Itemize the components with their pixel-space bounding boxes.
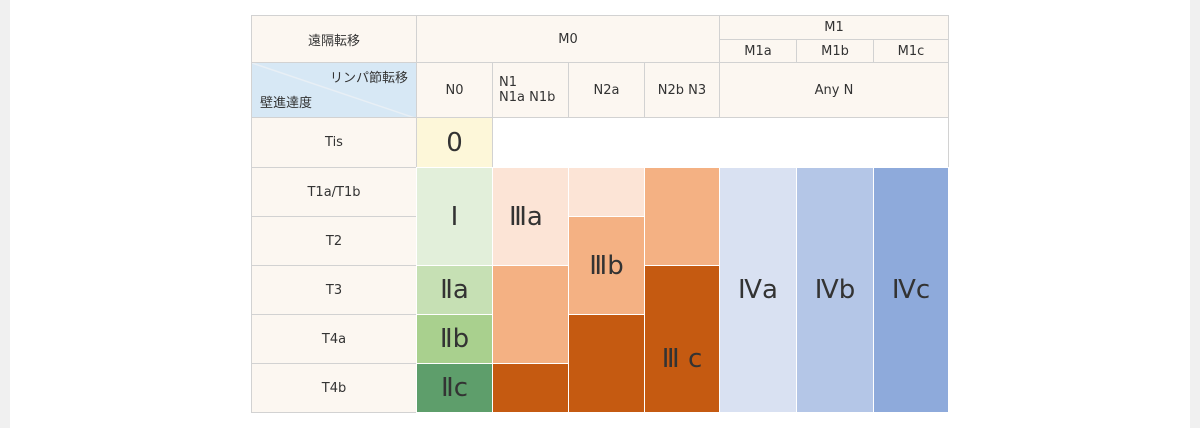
row-header-t3: T3	[251, 265, 417, 315]
canvas: 遠隔転移 M0 M1 M1a M1b M1c リンパ節転移 壁進達度 N0 N1…	[10, 0, 1190, 428]
m0-header: M0	[416, 15, 720, 63]
m1a-header: M1a	[719, 39, 797, 63]
stage-2a-cell: Ⅱa	[416, 265, 493, 315]
n2a-header: N2a	[568, 62, 645, 118]
stage-4a-cell: Ⅳa	[719, 167, 797, 413]
n2b-n3-header: N2b N3	[644, 62, 720, 118]
row-header-t4a: T4a	[251, 314, 417, 364]
row-header-t4b: T4b	[251, 363, 417, 413]
stage-3a-cell: Ⅲa	[492, 167, 569, 266]
corner-diagonal	[252, 63, 418, 119]
row-header-tis: Tis	[251, 117, 417, 168]
stage-3c-cell: Ⅲ c	[644, 265, 720, 413]
stage-3a-n2a-cell	[568, 167, 645, 217]
stage-3c-n1-cell	[492, 363, 569, 413]
stage-3b-cell: Ⅲb	[568, 216, 645, 315]
stage-4c-cell: Ⅳc	[873, 167, 949, 413]
tis-empty-cell	[492, 117, 949, 168]
stage-2b-cell: Ⅱb	[416, 314, 493, 364]
n0-header: N0	[416, 62, 493, 118]
stage-4b-cell: Ⅳb	[796, 167, 874, 413]
corner-header: リンパ節転移 壁進達度	[251, 62, 418, 119]
row-header-t1: T1a/T1b	[251, 167, 417, 217]
m1-header: M1	[719, 15, 949, 40]
m1b-header: M1b	[796, 39, 874, 63]
row-header-t2: T2	[251, 216, 417, 266]
lymph-node-label: リンパ節転移	[329, 71, 408, 86]
m1c-header: M1c	[873, 39, 949, 63]
any-n-header: Any N	[719, 62, 949, 118]
n1-header-line2: N1a N1b	[499, 90, 556, 105]
stage-3b-n2b-cell	[644, 167, 720, 266]
depth-label: 壁進達度	[260, 96, 313, 111]
stage-2c-cell: Ⅱc	[416, 363, 493, 413]
stage-3b-n1-cell	[492, 265, 569, 364]
stage-1-cell: Ⅰ	[416, 167, 493, 266]
n1-header-line1: N1	[499, 75, 517, 90]
stage-3c-n2a-cell	[568, 314, 645, 413]
distant-metastasis-header: 遠隔転移	[251, 15, 417, 63]
stage-0-cell: 0	[416, 117, 493, 168]
n1-header: N1 N1a N1b	[492, 62, 569, 118]
